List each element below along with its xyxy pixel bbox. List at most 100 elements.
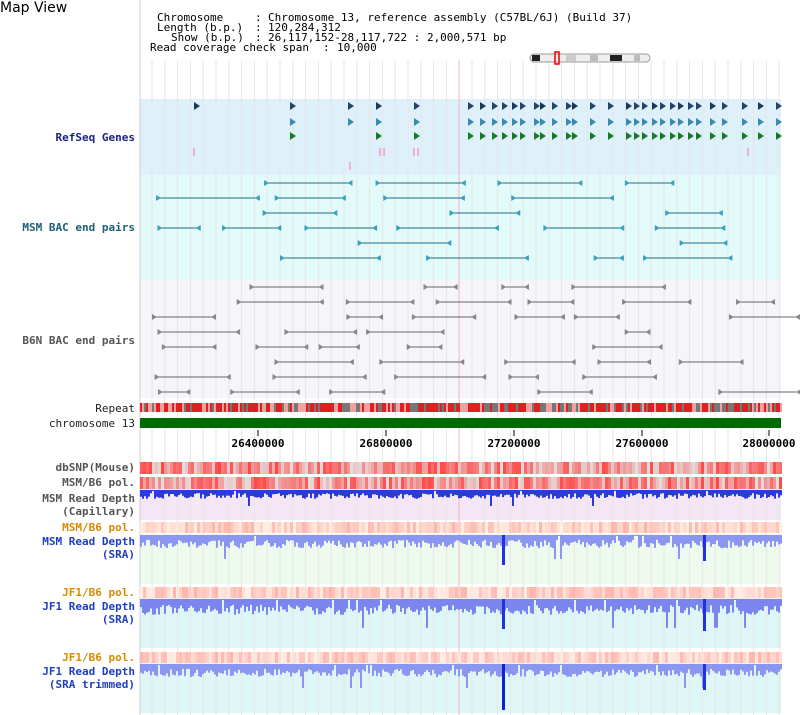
depth-bar <box>260 490 262 499</box>
depth-bar <box>388 490 390 498</box>
pol-cell <box>464 477 467 489</box>
depth-bar <box>258 599 260 613</box>
depth-bar <box>214 490 216 495</box>
depth-bar <box>442 490 444 498</box>
pol-cell <box>212 477 215 489</box>
pol-cell <box>764 652 767 663</box>
track-label-jf1-b6-pol[interactable]: JF1/B6 pol. <box>62 586 135 599</box>
depth-bar <box>714 664 716 673</box>
dbsnp-cell <box>206 462 209 474</box>
depth-bar <box>334 490 336 496</box>
depth-bar <box>532 490 534 495</box>
pol-cell <box>773 652 776 663</box>
coverage-label: Read coverage check span <box>150 41 309 54</box>
depth-bar <box>688 490 690 499</box>
ideogram-band <box>532 55 540 61</box>
depth-bar <box>430 599 432 610</box>
bac-end <box>151 314 157 320</box>
pol-cell <box>725 522 728 533</box>
gene-glyph <box>722 102 728 110</box>
track-label-jf1-read-depth-sra[interactable]: JF1 Read Depth (SRA) <box>42 600 135 626</box>
depth-spike <box>502 599 505 629</box>
dbsnp-cell <box>173 462 176 474</box>
repeat-segment <box>548 403 550 412</box>
pol-cell <box>482 587 485 598</box>
pol-cell <box>272 587 275 598</box>
gene-glyph <box>572 102 578 110</box>
dbsnp-cell <box>599 462 602 474</box>
dbsnp-cell <box>638 462 641 474</box>
depth-bar <box>714 535 716 545</box>
dbsnp-cell <box>146 462 149 474</box>
bac-end <box>406 344 412 350</box>
depth-bar <box>670 599 672 606</box>
track-label-msm-b6-pol-2[interactable]: MSM/B6 pol. <box>62 521 135 534</box>
repeat-segment <box>410 403 412 412</box>
bac-end <box>449 210 455 216</box>
pol-cell <box>692 477 695 489</box>
pol-cell <box>377 587 380 598</box>
dbsnp-cell <box>506 462 509 474</box>
track-label-msm-bac[interactable]: MSM BAC end pairs <box>22 221 135 234</box>
depth-bar <box>168 599 170 606</box>
pol-cell <box>314 477 317 489</box>
pol-cell <box>158 652 161 663</box>
dbsnp-cell <box>581 462 584 474</box>
pol-cell <box>653 522 656 533</box>
repeat-segment <box>432 403 434 412</box>
track-label-refseq-genes[interactable]: RefSeq Genes <box>55 131 135 144</box>
depth-bar <box>418 599 420 615</box>
depth-bar <box>734 490 736 497</box>
track-label-msm-b6-pol[interactable]: MSM/B6 pol. <box>62 476 135 489</box>
depth-bar <box>152 490 154 491</box>
depth-bar <box>602 664 604 678</box>
depth-bar <box>426 664 428 670</box>
depth-bar <box>658 599 660 609</box>
repeat-segment <box>560 403 562 412</box>
dbsnp-cell <box>263 462 266 474</box>
track-label-msm-read-depth-sra[interactable]: MSM Read Depth (SRA) <box>42 535 135 561</box>
depth-bar <box>208 599 210 606</box>
depth-bar <box>640 664 642 673</box>
pol-cell <box>716 477 719 489</box>
track-label-msm-read-depth-capillary[interactable]: MSM Read Depth (Capillary) <box>42 492 135 518</box>
pol-cell <box>767 587 770 598</box>
pol-cell <box>683 652 686 663</box>
dbsnp-cell <box>140 462 143 474</box>
depth-bar <box>182 490 184 496</box>
repeat-segment <box>162 403 164 412</box>
depth-bar <box>164 535 166 547</box>
depth-bar <box>742 490 744 498</box>
depth-bar <box>432 599 434 611</box>
pol-cell <box>773 522 776 533</box>
depth-bar <box>464 535 466 545</box>
track-label-b6n-bac[interactable]: B6N BAC end pairs <box>22 334 135 347</box>
pol-cell <box>686 522 689 533</box>
pol-cell <box>269 522 272 533</box>
pol-cell <box>224 652 227 663</box>
pol-cell <box>623 477 626 489</box>
depth-bar <box>328 664 330 674</box>
track-label-jf1-read-depth-trimmed[interactable]: JF1 Read Depth (SRA trimmed) <box>42 665 135 691</box>
depth-bar <box>660 490 662 494</box>
gene-glyph <box>742 102 748 110</box>
repeat-segment <box>618 403 620 412</box>
track-label-jf1-b6-pol-2[interactable]: JF1/B6 pol. <box>62 651 135 664</box>
depth-bar <box>468 535 470 540</box>
depth-bar <box>758 490 760 495</box>
pol-cell <box>563 522 566 533</box>
depth-bar <box>508 490 510 495</box>
dbsnp-cell <box>545 462 548 474</box>
pol-cell <box>428 522 431 533</box>
pol-cell <box>719 652 722 663</box>
pol-cell <box>296 522 299 533</box>
depth-bar <box>460 490 462 499</box>
pol-cell <box>746 652 749 663</box>
pol-cell <box>221 587 224 598</box>
gene-glyph <box>590 118 596 126</box>
depth-bar <box>168 490 170 497</box>
track-label-dbsnp[interactable]: dbSNP(Mouse) <box>55 461 135 474</box>
pol-cell <box>290 587 293 598</box>
depth-bar <box>686 664 688 673</box>
